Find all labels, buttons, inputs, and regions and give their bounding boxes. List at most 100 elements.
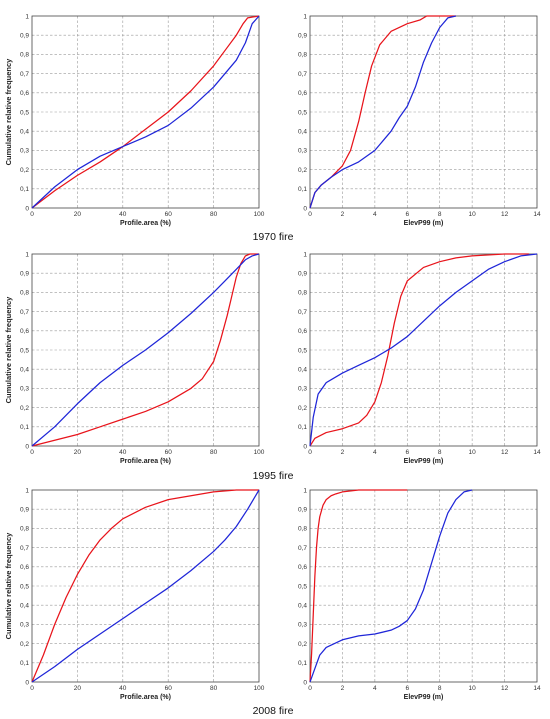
chart-panel: 0 2 4 6 8 10 12 14 0 0,1 0,2 0,3 0,4 0,5 0,6 0,7 0,8 0,9 1… <box>298 251 541 465</box>
y-tick-label: 1 <box>303 13 307 20</box>
x-tick-label: 20 <box>74 685 82 692</box>
x-tick-label: 0 <box>308 211 312 218</box>
y-tick-label: 0,4 <box>298 129 307 136</box>
x-tick-label: 4 <box>373 449 377 456</box>
x-axis-label: Profile.area (%) <box>120 220 171 227</box>
series-line-red <box>31 253 259 447</box>
y-tick-label: 0,1 <box>298 186 307 193</box>
y-tick-label: 0,5 <box>20 109 29 116</box>
series-line-blue <box>309 15 457 209</box>
y-tick-label: 0,8 <box>20 290 29 297</box>
y-tick-label: 0,1 <box>20 186 29 193</box>
y-tick-label: 0,2 <box>20 641 29 648</box>
y-tick-label: 0 <box>25 443 29 450</box>
x-tick-label: 8 <box>438 449 442 456</box>
x-tick-label: 4 <box>373 211 377 218</box>
x-axis-label: ElevP99 (m) <box>404 458 444 465</box>
series-line-blue <box>31 253 260 447</box>
y-tick-label: 0,6 <box>20 564 29 571</box>
y-tick-label: 0,2 <box>298 167 307 174</box>
x-tick-label: 14 <box>533 449 541 456</box>
y-tick-label: 0 <box>303 443 307 450</box>
series-line-blue <box>309 489 473 683</box>
chart-panel: 0 2 4 6 8 10 12 14 0 0,1 0,2 0,3 0,4 0,5 0,6 0,7 0,8 0,9 1… <box>298 13 541 227</box>
y-tick-label: 0,5 <box>20 583 29 590</box>
plot-frame <box>31 15 260 209</box>
x-tick-label: 14 <box>533 211 541 218</box>
y-tick-label: 1 <box>303 251 307 258</box>
x-tick-label: 10 <box>469 685 477 692</box>
y-tick-label: 0,3 <box>298 148 307 155</box>
y-tick-label: 0,2 <box>298 405 307 412</box>
x-tick-label: 20 <box>74 449 82 456</box>
y-tick-label: 0,7 <box>298 309 307 316</box>
series-line-red <box>31 15 260 209</box>
y-tick-label: 0,2 <box>20 167 29 174</box>
series-line-red <box>31 489 259 683</box>
y-tick-label: 0,8 <box>20 526 29 533</box>
y-tick-label: 0,6 <box>298 328 307 335</box>
y-tick-label: 0,4 <box>298 367 307 374</box>
x-tick-label: 0 <box>30 211 34 218</box>
x-tick-label: 100 <box>254 685 265 692</box>
y-tick-label: 0,1 <box>298 424 307 431</box>
x-tick-label: 12 <box>501 211 509 218</box>
y-tick-label: 0,8 <box>298 290 307 297</box>
x-tick-label: 10 <box>469 211 477 218</box>
y-tick-label: 0,4 <box>20 129 29 136</box>
y-tick-label: 0,9 <box>20 507 29 514</box>
y-tick-label: 0,9 <box>298 33 307 40</box>
y-axis-label: Cumulative relative frequency <box>4 58 13 166</box>
y-tick-label: 0,5 <box>20 347 29 354</box>
x-tick-label: 6 <box>405 449 409 456</box>
caption-2008-fire: 2008 fire <box>253 705 294 717</box>
plot-frame <box>31 489 260 683</box>
x-tick-label: 100 <box>254 211 265 218</box>
x-tick-label: 2 <box>341 211 345 218</box>
x-tick-label: 0 <box>308 685 312 692</box>
y-axis-label: Cumulative relative frequency <box>4 532 13 640</box>
x-tick-label: 100 <box>254 449 265 456</box>
y-tick-label: 0,6 <box>20 90 29 97</box>
y-axis-label: Cumulative relative frequency <box>4 296 13 404</box>
x-tick-label: 10 <box>469 449 477 456</box>
caption-1995-fire: 1995 fire <box>253 470 294 482</box>
x-tick-label: 60 <box>165 685 173 692</box>
x-tick-label: 40 <box>119 211 127 218</box>
x-tick-label: 60 <box>165 449 173 456</box>
y-tick-label: 1 <box>303 487 307 494</box>
y-tick-label: 0,9 <box>298 507 307 514</box>
y-tick-label: 0,4 <box>20 603 29 610</box>
y-tick-label: 0,6 <box>298 90 307 97</box>
x-tick-label: 14 <box>533 685 541 692</box>
y-tick-label: 0 <box>25 205 29 212</box>
x-axis-label: Profile.area (%) <box>120 694 171 701</box>
x-tick-label: 60 <box>165 211 173 218</box>
x-tick-label: 0 <box>30 685 34 692</box>
series-line-red <box>309 489 408 683</box>
y-tick-label: 0,1 <box>20 424 29 431</box>
series-line-blue <box>309 253 538 447</box>
y-tick-label: 0,4 <box>298 603 307 610</box>
x-tick-label: 20 <box>74 211 82 218</box>
x-tick-label: 80 <box>210 685 218 692</box>
y-tick-label: 0,8 <box>298 52 307 59</box>
x-tick-label: 12 <box>501 449 509 456</box>
y-tick-label: 1 <box>25 251 29 258</box>
series-line-blue <box>31 15 260 209</box>
x-tick-label: 12 <box>501 685 509 692</box>
x-tick-label: 2 <box>341 449 345 456</box>
x-axis-label: ElevP99 (m) <box>404 220 444 227</box>
series-line-red <box>309 253 529 447</box>
x-tick-label: 0 <box>30 449 34 456</box>
x-tick-label: 80 <box>210 449 218 456</box>
chart-panel: 0 2 4 6 8 10 12 14 0 0,1 0,2 0,3 0,4 0,5 0,6 0,7 0,8 0,9 1… <box>298 487 541 701</box>
y-tick-label: 0,3 <box>298 386 307 393</box>
y-tick-label: 0,7 <box>298 71 307 78</box>
y-tick-label: 0,7 <box>298 545 307 552</box>
x-tick-label: 40 <box>119 449 127 456</box>
y-tick-label: 0,8 <box>298 526 307 533</box>
y-tick-label: 0,4 <box>20 367 29 374</box>
plot-frame <box>309 253 538 447</box>
